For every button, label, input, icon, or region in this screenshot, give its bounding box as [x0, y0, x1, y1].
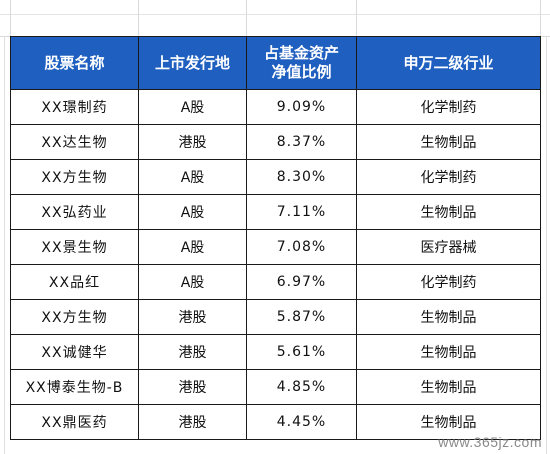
cell-listing-venue[interactable]: 港股 [138, 369, 247, 405]
cell-industry[interactable]: 生物制品 [356, 369, 541, 405]
header-industry[interactable]: 申万二级行业 [356, 36, 541, 90]
table-row: XX品红 A股 6.97% 化学制药 [10, 264, 541, 300]
header-nav-ratio-text: 占基金资产 净值比例 [263, 44, 339, 81]
grid-line [356, 0, 357, 36]
cell-nav-ratio[interactable]: 5.61% [246, 334, 357, 370]
table-row: XX方生物 港股 5.87% 生物制品 [10, 299, 541, 335]
table-row: XX达生物 港股 8.37% 生物制品 [10, 124, 541, 160]
cell-listing-venue[interactable]: A股 [138, 229, 247, 265]
cell-industry[interactable]: 医疗器械 [356, 229, 541, 265]
cell-industry[interactable]: 生物制品 [356, 194, 541, 230]
cell-stock-name[interactable]: XX方生物 [10, 159, 139, 195]
table-row: XX璟制药 A股 9.09% 化学制药 [10, 89, 541, 125]
table-row: XX鼎医药 港股 4.45% 生物制品 [10, 404, 541, 440]
cell-stock-name[interactable]: XX景生物 [10, 229, 139, 265]
cell-stock-name[interactable]: XX达生物 [10, 124, 139, 160]
table-row: XX诚健华 港股 5.61% 生物制品 [10, 334, 541, 370]
cell-listing-venue[interactable]: 港股 [138, 124, 247, 160]
grid-line [546, 36, 547, 454]
cell-nav-ratio[interactable]: 7.08% [246, 229, 357, 265]
cell-industry[interactable]: 化学制药 [356, 89, 541, 125]
table-row: XX博泰生物-B 港股 4.85% 生物制品 [10, 369, 541, 405]
cell-stock-name[interactable]: XX博泰生物-B [10, 369, 139, 405]
cell-listing-venue[interactable]: 港股 [138, 299, 247, 335]
table-row: XX弘药业 A股 7.11% 生物制品 [10, 194, 541, 230]
grid-line [246, 0, 247, 36]
cell-nav-ratio[interactable]: 9.09% [246, 89, 357, 125]
grid-line [0, 14, 550, 15]
watermark-text: www.365jz.com [438, 434, 542, 450]
cell-nav-ratio[interactable]: 8.37% [246, 124, 357, 160]
cell-industry[interactable]: 生物制品 [356, 404, 541, 440]
cell-nav-ratio[interactable]: 8.30% [246, 159, 357, 195]
cell-nav-ratio[interactable]: 7.11% [246, 194, 357, 230]
grid-line [540, 0, 541, 36]
cell-nav-ratio[interactable]: 4.45% [246, 404, 357, 440]
header-nav-ratio[interactable]: 占基金资产 净值比例 [246, 36, 357, 90]
cell-listing-venue[interactable]: A股 [138, 89, 247, 125]
cell-nav-ratio[interactable]: 5.87% [246, 299, 357, 335]
cell-industry[interactable]: 化学制药 [356, 159, 541, 195]
cell-listing-venue[interactable]: 港股 [138, 334, 247, 370]
table-header-row: 股票名称 上市发行地 占基金资产 净值比例 申万二级行业 [10, 36, 541, 90]
cell-stock-name[interactable]: XX品红 [10, 264, 139, 300]
cell-listing-venue[interactable]: 港股 [138, 404, 247, 440]
cell-nav-ratio[interactable]: 6.97% [246, 264, 357, 300]
spreadsheet-empty-rows [0, 0, 550, 37]
fund-holdings-table: 股票名称 上市发行地 占基金资产 净值比例 申万二级行业 XX璟制药 A股 9.09%… [10, 36, 541, 440]
cell-stock-name[interactable]: XX璟制药 [10, 89, 139, 125]
cell-stock-name[interactable]: XX弘药业 [10, 194, 139, 230]
grid-line [4, 36, 5, 454]
cell-stock-name[interactable]: XX诚健华 [10, 334, 139, 370]
cell-listing-venue[interactable]: A股 [138, 194, 247, 230]
header-stock-name[interactable]: 股票名称 [10, 36, 139, 90]
cell-industry[interactable]: 生物制品 [356, 334, 541, 370]
grid-line [10, 0, 11, 36]
table-row: XX方生物 A股 8.30% 化学制药 [10, 159, 541, 195]
cell-stock-name[interactable]: XX鼎医药 [10, 404, 139, 440]
cell-listing-venue[interactable]: A股 [138, 159, 247, 195]
grid-line [138, 0, 139, 36]
header-listing-venue[interactable]: 上市发行地 [138, 36, 247, 90]
cell-industry[interactable]: 生物制品 [356, 299, 541, 335]
cell-stock-name[interactable]: XX方生物 [10, 299, 139, 335]
cell-nav-ratio[interactable]: 4.85% [246, 369, 357, 405]
cell-listing-venue[interactable]: A股 [138, 264, 247, 300]
table-row: XX景生物 A股 7.08% 医疗器械 [10, 229, 541, 265]
cell-industry[interactable]: 生物制品 [356, 124, 541, 160]
cell-industry[interactable]: 化学制药 [356, 264, 541, 300]
